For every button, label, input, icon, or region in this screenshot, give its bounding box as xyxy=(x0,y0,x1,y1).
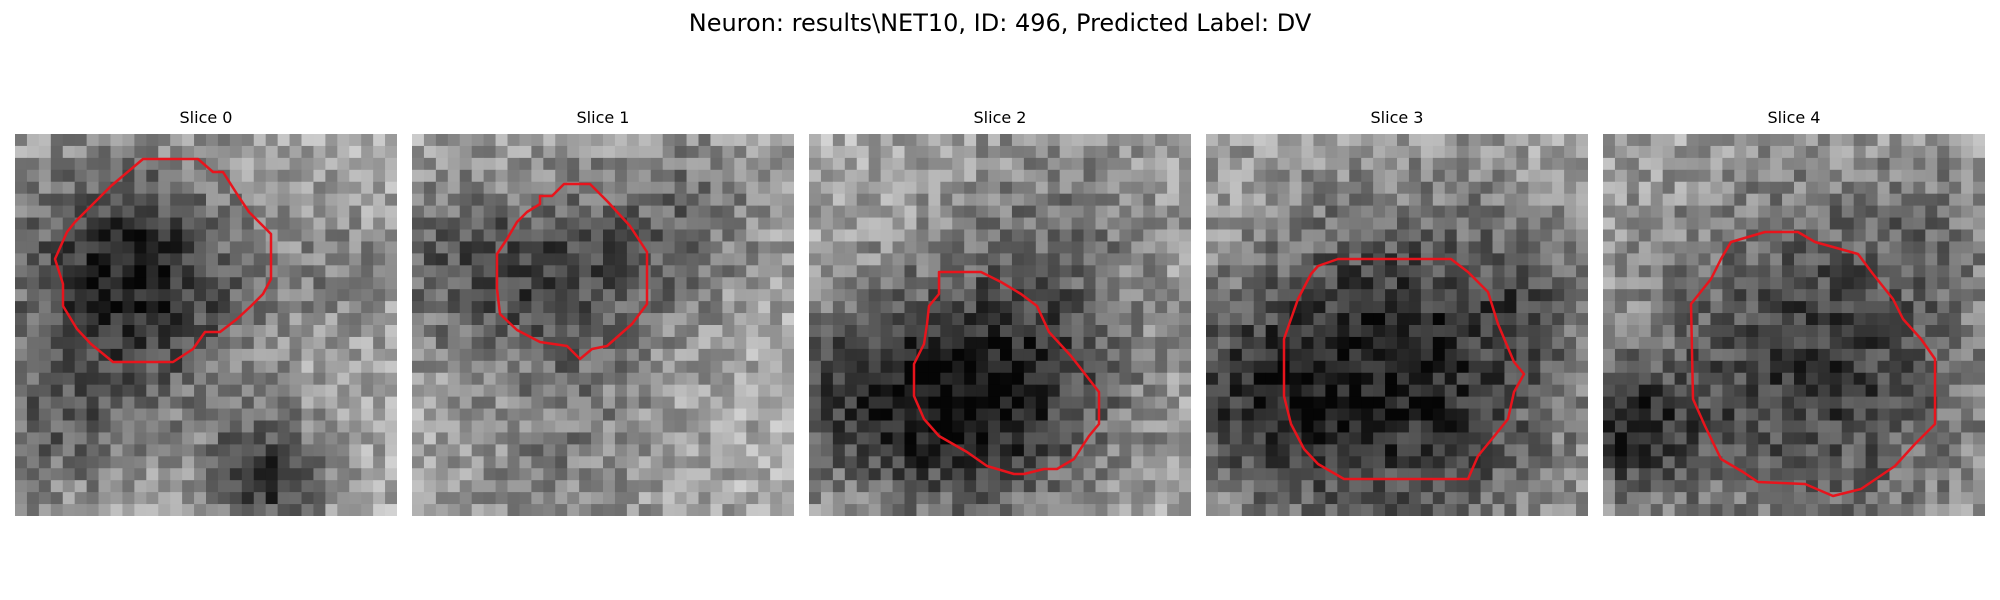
microscopy-pixels xyxy=(15,134,397,516)
neuron-contour xyxy=(495,182,649,361)
slice-panel-2: Slice 2 xyxy=(809,108,1191,516)
slice-panel-1: Slice 1 xyxy=(412,108,794,516)
slice-panel-4: Slice 4 xyxy=(1603,108,1985,516)
slice-image-1 xyxy=(412,134,794,516)
microscopy-pixels xyxy=(809,134,1191,516)
slice-panel-3: Slice 3 xyxy=(1206,108,1588,516)
figure-title: Neuron: results\NET10, ID: 496, Predicte… xyxy=(688,9,1312,37)
microscopy-pixels xyxy=(1206,134,1588,516)
neuron-contour xyxy=(53,157,273,364)
microscopy-pixels xyxy=(412,134,794,516)
microscopy-pixels xyxy=(1603,134,1985,516)
slice-title-1: Slice 1 xyxy=(576,108,630,127)
slice-title-3: Slice 3 xyxy=(1370,108,1424,127)
slice-panel-0: Slice 0 xyxy=(15,108,397,516)
slice-image-3 xyxy=(1206,134,1588,516)
slice-title-2: Slice 2 xyxy=(973,108,1027,127)
slice-title-4: Slice 4 xyxy=(1767,108,1821,127)
neuron-contour xyxy=(1689,230,1937,498)
neuron-contour xyxy=(1282,257,1526,481)
slice-title-0: Slice 0 xyxy=(179,108,233,127)
slice-image-2 xyxy=(809,134,1191,516)
slice-image-0 xyxy=(15,134,397,516)
neuron-contour xyxy=(912,270,1101,476)
slice-image-4 xyxy=(1603,134,1985,516)
